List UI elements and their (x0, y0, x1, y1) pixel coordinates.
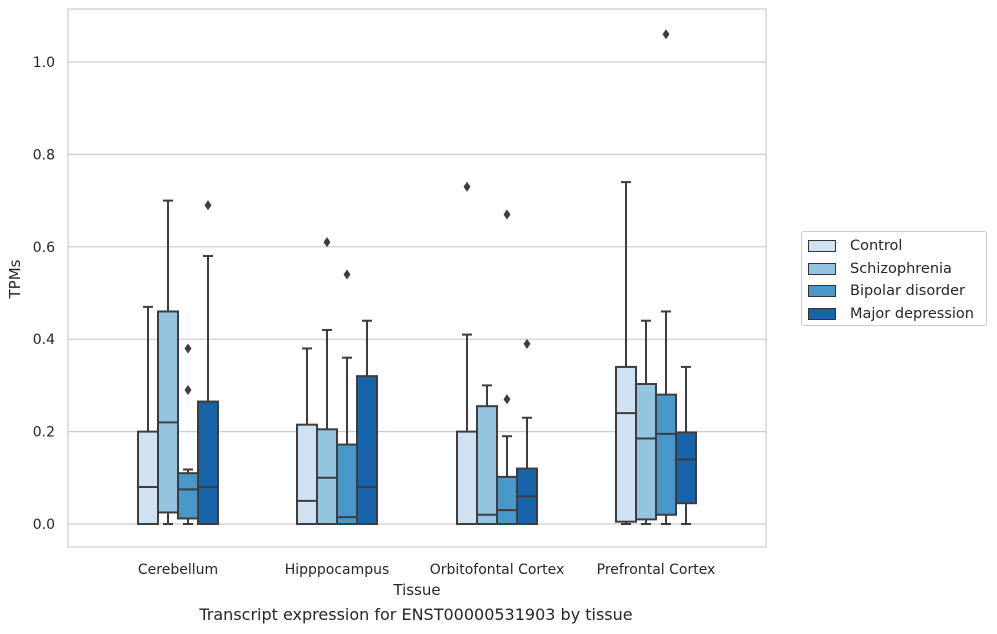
box-iqr (476, 405, 498, 525)
y-tick-label: 0.8 (33, 147, 55, 163)
box-control (296, 347, 318, 526)
box-bipolar-disorder (177, 343, 199, 525)
legend: Control Schizophrenia Bipolar disorder Majo… (801, 231, 987, 326)
x-tick-label: Orbitofontal Cortex (430, 562, 565, 578)
box-bipolar-disorder (336, 269, 358, 526)
legend-swatch (808, 285, 836, 298)
outlier-point (343, 269, 351, 280)
box-major-depression (516, 338, 538, 525)
legend-item: Control (808, 235, 986, 258)
box-plot-series (137, 29, 697, 526)
legend-swatch (808, 307, 836, 320)
box-major-depression (197, 200, 219, 526)
box-schizophrenia (476, 384, 498, 525)
figure-caption: Transcript expression for ENST0000053190… (199, 605, 633, 624)
x-tick-label: Hipppocampus (285, 562, 390, 578)
legend-item: Bipolar disorder (808, 280, 986, 303)
y-tick-label: 0.4 (33, 332, 55, 348)
outlier-point (184, 343, 192, 354)
x-tick-labels: Cerebellum Hipppocampus Orbitofontal Corte… (138, 562, 715, 578)
x-tick-label: Prefrontal Cortex (597, 562, 716, 578)
outlier-point (204, 200, 212, 211)
outlier-point (523, 338, 531, 349)
y-tick-label: 1.0 (33, 55, 55, 71)
box-iqr (336, 443, 358, 526)
box-iqr (197, 400, 219, 526)
box-iqr (356, 375, 378, 525)
legend-swatch (808, 262, 836, 275)
box-major-depression (675, 365, 697, 525)
legend-label: Major depression (850, 305, 974, 322)
legend-swatch (808, 240, 836, 253)
legend-label: Control (850, 238, 903, 255)
x-tick-label: Cerebellum (138, 562, 218, 578)
box-major-depression (356, 319, 378, 525)
legend-item: Major depression (808, 303, 986, 326)
y-tick-label: 0.6 (33, 240, 55, 256)
outlier-point (662, 29, 670, 40)
box-iqr (296, 423, 318, 526)
box-control (456, 181, 478, 526)
box-iqr (157, 310, 179, 514)
box-bipolar-disorder (655, 29, 677, 525)
box-schizophrenia (157, 199, 179, 525)
box-control (615, 181, 637, 525)
box-schizophrenia (316, 237, 338, 526)
box-iqr (496, 475, 518, 526)
y-tick-label: 0.0 (33, 517, 55, 533)
box-iqr (137, 430, 159, 526)
box-iqr (456, 430, 478, 526)
box-bipolar-disorder (496, 209, 518, 526)
outlier-point (463, 181, 471, 192)
box-iqr (316, 428, 338, 526)
outlier-point (503, 394, 511, 405)
legend-label: Schizophrenia (850, 260, 952, 277)
outlier-point (184, 385, 192, 396)
outlier-point (323, 237, 331, 248)
box-iqr (177, 472, 199, 520)
y-axis-title: TPMs (6, 259, 24, 299)
y-tick-labels: 0.0 0.2 0.4 0.6 0.8 1.0 (33, 55, 55, 533)
box-iqr (615, 365, 637, 523)
outlier-point (503, 209, 511, 220)
box-iqr (675, 431, 697, 505)
box-schizophrenia (635, 319, 657, 525)
box-iqr (635, 383, 657, 521)
y-tick-label: 0.2 (33, 425, 55, 441)
plot-frame (67, 8, 767, 548)
x-axis-title: Tissue (392, 581, 440, 599)
legend-label: Bipolar disorder (850, 283, 965, 300)
box-iqr (655, 393, 677, 516)
legend-item: Schizophrenia (808, 258, 986, 281)
